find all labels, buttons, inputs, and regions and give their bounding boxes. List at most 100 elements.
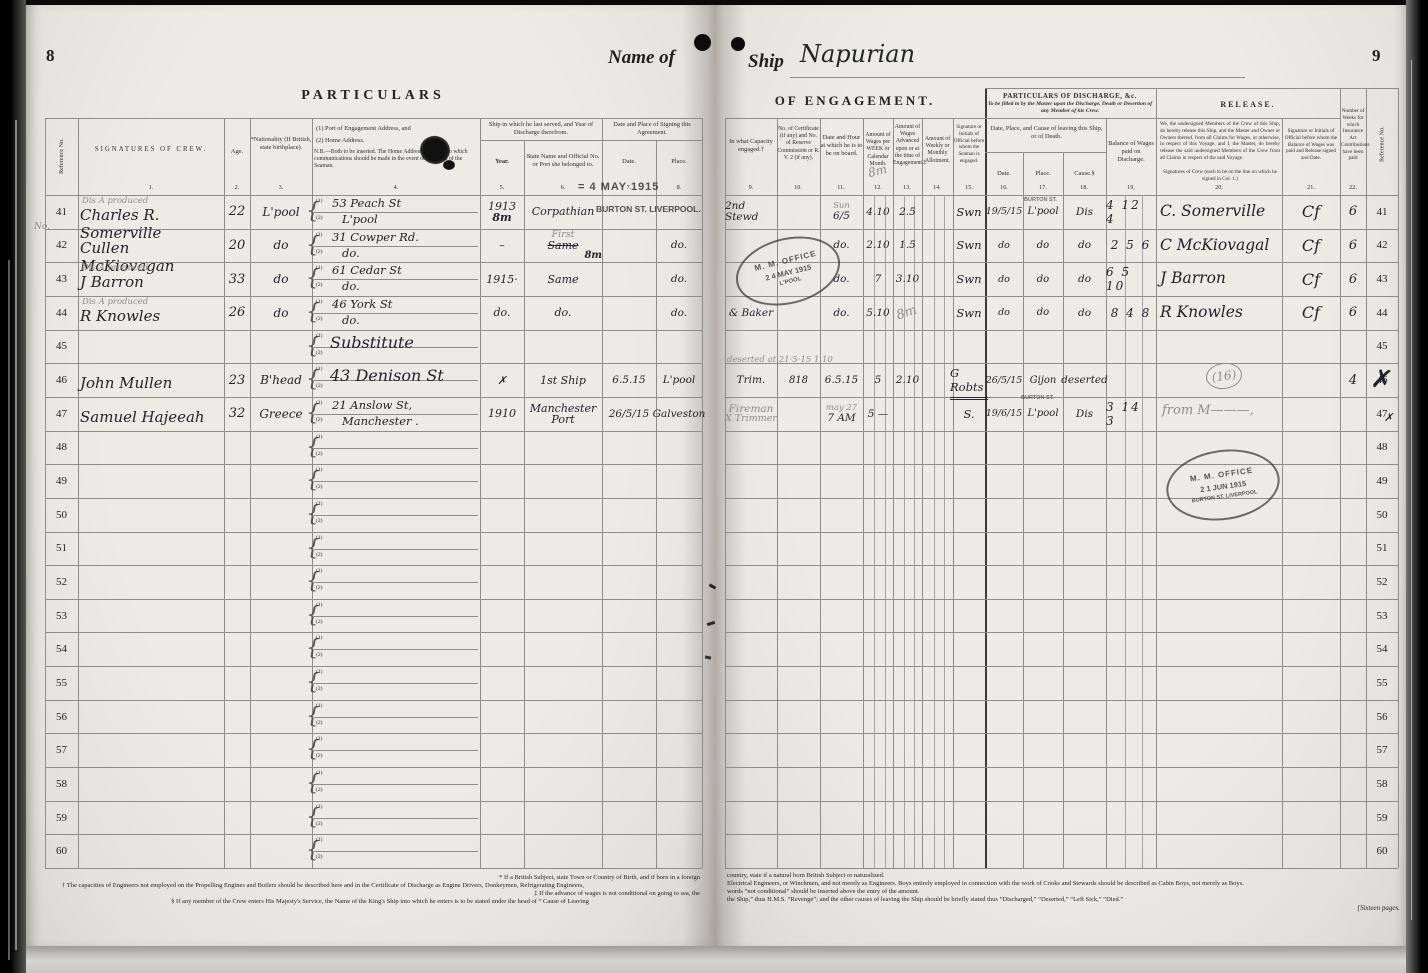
year-value: 1913 — [488, 199, 516, 213]
hour-value: do. — [833, 239, 850, 252]
footnote: the Ship,” thus H.M.S. “Revenge”; and th… — [727, 896, 1124, 903]
row-line — [45, 733, 702, 735]
col-header-c19: Balance of Wages paid on Discharge. — [1108, 140, 1154, 163]
header-rule — [953, 118, 954, 195]
official-initials: Swn — [956, 272, 982, 287]
row-ref-right: 54 — [1376, 643, 1388, 656]
col-number-n1: 1. — [148, 184, 154, 191]
burton-st-small-stamp: BURTON ST. — [1021, 395, 1054, 401]
address-marker-1: (1) — [316, 399, 323, 406]
signing-place: Galveston — [652, 407, 706, 420]
release-signature: J Barron — [1160, 269, 1226, 288]
col-number-n6: 6. — [560, 184, 566, 191]
official-initials: Swn — [956, 238, 982, 253]
address-brace: { — [306, 367, 320, 393]
capacity-value: Trim. — [736, 373, 766, 386]
wages-amount: 5 — [874, 374, 882, 387]
footnote: * If a British Subject, state Town or Co… — [499, 874, 700, 881]
address-marker-2: (2) — [316, 787, 323, 794]
address-midline — [314, 615, 478, 617]
row-ref-left: 44 — [56, 306, 67, 319]
wages-amount: 5.10 — [866, 306, 890, 319]
col-header-c16: Date. — [997, 170, 1011, 177]
row-line — [45, 565, 702, 567]
row-line — [725, 868, 1398, 869]
ship-name-handwritten: Napurian — [800, 40, 916, 68]
col-header-g78: Date and Place of Signing this Agreement… — [613, 121, 691, 136]
column-rule — [702, 195, 703, 868]
capacity-pencil-note: deserted at 21·5·15 1.10 — [727, 355, 833, 366]
row-line — [725, 430, 1398, 432]
official-initials: S. — [963, 406, 975, 421]
row-ref-left: 42 — [56, 239, 67, 252]
crew-age: 20 — [228, 237, 246, 253]
col-number-n9: 9. — [748, 184, 754, 191]
insurance-weeks: 6 — [1348, 271, 1358, 287]
hour-note: may 27 — [825, 403, 858, 414]
punch-hole — [731, 37, 745, 51]
pencil-note-no: No. — [34, 222, 50, 232]
wages-amount: 2.10 — [866, 239, 890, 252]
address-midline — [314, 784, 478, 786]
crew-nationality: do — [273, 272, 289, 287]
crew-note: Dis A produced — [82, 296, 149, 307]
row-line — [45, 228, 702, 230]
crew-note: Dis A produced — [82, 263, 149, 274]
footnote: § If any member of the Crew enters His M… — [171, 898, 589, 905]
hour-value: do. — [833, 306, 850, 319]
scanner-surface — [0, 942, 1428, 973]
header-rule — [1063, 152, 1064, 195]
row-ref-right: 48 — [1376, 441, 1388, 454]
discharge-place: do — [1036, 239, 1050, 251]
header-rule — [656, 140, 657, 195]
row-line — [45, 430, 702, 432]
year-value: – — [499, 238, 505, 252]
col-number-n10: 10. — [794, 184, 802, 191]
discharge-place: do — [1036, 307, 1050, 319]
col-number-n19: 19. — [1127, 184, 1135, 191]
row-line — [725, 363, 1398, 365]
row-line — [45, 868, 702, 869]
address-marker-2: (2) — [316, 484, 323, 491]
address-brace: { — [306, 636, 320, 662]
address-midline — [314, 851, 478, 853]
header-rule — [224, 118, 225, 195]
ship-value: Manchester Port — [529, 401, 597, 426]
row-ref-right: 59 — [1376, 811, 1388, 824]
crew-address-2: Manchester . — [342, 413, 419, 428]
certificate-no: 818 — [788, 374, 809, 386]
book-edge-right — [1406, 0, 1428, 973]
row-ref-right: 50 — [1376, 508, 1388, 521]
row-line — [45, 396, 702, 398]
row-ref-left: 41 — [56, 205, 67, 218]
row-ref-left: 45 — [56, 340, 67, 353]
last-ship-year: do. — [480, 296, 524, 330]
address-midline — [314, 245, 478, 247]
header-rule — [1106, 118, 1107, 195]
header-rule — [1282, 118, 1283, 195]
crew-nationality: Greece — [259, 406, 303, 421]
address-marker-1: (1) — [316, 231, 323, 238]
row-ref-left: 43 — [56, 273, 67, 286]
row-ref-left: 54 — [56, 643, 67, 656]
ship-note: First — [551, 229, 575, 241]
last-ship-name: Corpathian — [524, 195, 602, 229]
col-header-g_discharge_title: PARTICULARS OF DISCHARGE, &c. — [1003, 92, 1137, 100]
address-marker-1: (1) — [316, 568, 323, 575]
crew-address-large: 43 Denison St — [330, 366, 444, 386]
row-line — [725, 800, 1398, 802]
advance-amount: 3.10 — [895, 273, 920, 286]
ship-label: Ship — [748, 51, 784, 72]
address-marker-1: (1) — [316, 534, 323, 541]
row-line — [725, 329, 1398, 331]
discharge-place: Gijon — [1029, 374, 1057, 386]
address-brace: { — [306, 670, 320, 696]
row-line — [725, 767, 1398, 769]
balance-of-wages: 4 12 4 — [1106, 197, 1141, 226]
hour-value: 6.5.15 — [824, 373, 859, 386]
address-brace: { — [306, 501, 320, 527]
address-midline — [314, 380, 478, 382]
col-header-c1: SIGNATURES OF CREW. — [94, 146, 208, 153]
col-number-n22: 22. — [1349, 184, 1357, 191]
group-divider — [985, 118, 1340, 119]
